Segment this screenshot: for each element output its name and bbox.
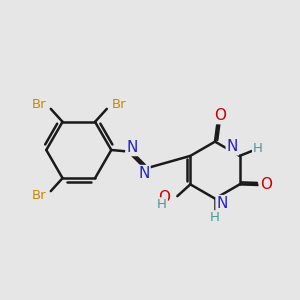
- Text: Br: Br: [111, 98, 126, 111]
- Text: H: H: [253, 142, 263, 155]
- Text: O: O: [214, 108, 226, 123]
- Text: Br: Br: [32, 189, 46, 202]
- Text: N: N: [227, 139, 238, 154]
- Text: H: H: [210, 211, 220, 224]
- Text: O: O: [158, 190, 170, 205]
- Text: N: N: [138, 166, 149, 181]
- Text: N: N: [217, 196, 228, 211]
- Text: N: N: [126, 140, 138, 155]
- Text: Br: Br: [32, 98, 46, 111]
- Text: H: H: [157, 198, 167, 211]
- Text: O: O: [260, 178, 272, 193]
